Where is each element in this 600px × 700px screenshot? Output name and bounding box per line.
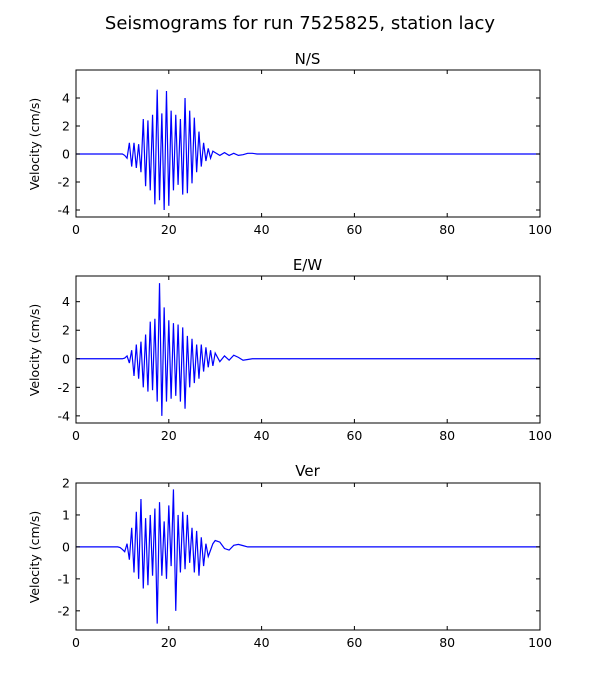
x-tick-label: 40 bbox=[254, 635, 270, 650]
y-tick-label: -2 bbox=[58, 603, 70, 618]
y-tick-label: 4 bbox=[62, 294, 70, 309]
y-tick-label: 1 bbox=[62, 507, 70, 522]
panel-title: N/S bbox=[295, 50, 321, 68]
x-tick-label: 60 bbox=[346, 222, 362, 237]
y-tick-label: -2 bbox=[58, 380, 70, 395]
x-tick-label: 40 bbox=[254, 222, 270, 237]
x-tick-label: 60 bbox=[346, 428, 362, 443]
x-tick-label: 80 bbox=[439, 635, 455, 650]
y-tick-label: 4 bbox=[62, 91, 70, 106]
y-tick-label: -4 bbox=[58, 203, 71, 218]
series-line bbox=[76, 489, 540, 624]
x-tick-label: 80 bbox=[439, 428, 455, 443]
y-axis-label: Velocity (cm/s) bbox=[27, 304, 42, 397]
x-tick-label: 0 bbox=[72, 635, 80, 650]
x-tick-label: 100 bbox=[528, 222, 552, 237]
x-tick-label: 20 bbox=[161, 428, 177, 443]
x-tick-label: 60 bbox=[346, 635, 362, 650]
y-tick-label: 2 bbox=[62, 476, 70, 491]
series-line bbox=[76, 283, 540, 416]
series-line bbox=[76, 89, 540, 211]
x-tick-label: 80 bbox=[439, 222, 455, 237]
plot-frame bbox=[75, 69, 541, 218]
y-tick-label: 2 bbox=[62, 119, 70, 134]
x-tick-label: 0 bbox=[72, 428, 80, 443]
y-tick-label: 2 bbox=[62, 323, 70, 338]
x-tick-label: 100 bbox=[528, 635, 552, 650]
y-tick-label: 0 bbox=[62, 539, 70, 554]
x-tick-label: 20 bbox=[161, 222, 177, 237]
y-tick-label: 0 bbox=[62, 147, 70, 162]
y-tick-label: 0 bbox=[62, 351, 70, 366]
y-tick-label: -4 bbox=[58, 408, 71, 423]
x-tick-label: 20 bbox=[161, 635, 177, 650]
plot-frame bbox=[75, 275, 541, 424]
plot-frame bbox=[75, 482, 541, 631]
panel-ew: E/W Velocity (cm/s) 0 20 40 60 80 100 -4 -2 0 2 4 bbox=[27, 256, 552, 443]
panel-ns: N/S Velocity (cm/s) 0 20 40 60 80 100 -4 -2 0 2 4 bbox=[27, 50, 552, 237]
x-tick-label: 0 bbox=[72, 222, 80, 237]
x-tick-label: 40 bbox=[254, 428, 270, 443]
y-axis-label: Velocity (cm/s) bbox=[27, 98, 42, 191]
panel-ver: Ver Velocity (cm/s) 0 20 40 60 80 100 -2 -1 0 1 2 bbox=[27, 462, 552, 650]
y-tick-label: -1 bbox=[58, 571, 70, 586]
y-axis-label: Velocity (cm/s) bbox=[27, 511, 42, 604]
panel-title: E/W bbox=[293, 256, 323, 274]
figure-title: Seismograms for run 7525825, station lac… bbox=[105, 13, 496, 34]
x-tick-label: 100 bbox=[528, 428, 552, 443]
y-tick-label: -2 bbox=[58, 175, 70, 190]
panel-title: Ver bbox=[295, 462, 320, 480]
